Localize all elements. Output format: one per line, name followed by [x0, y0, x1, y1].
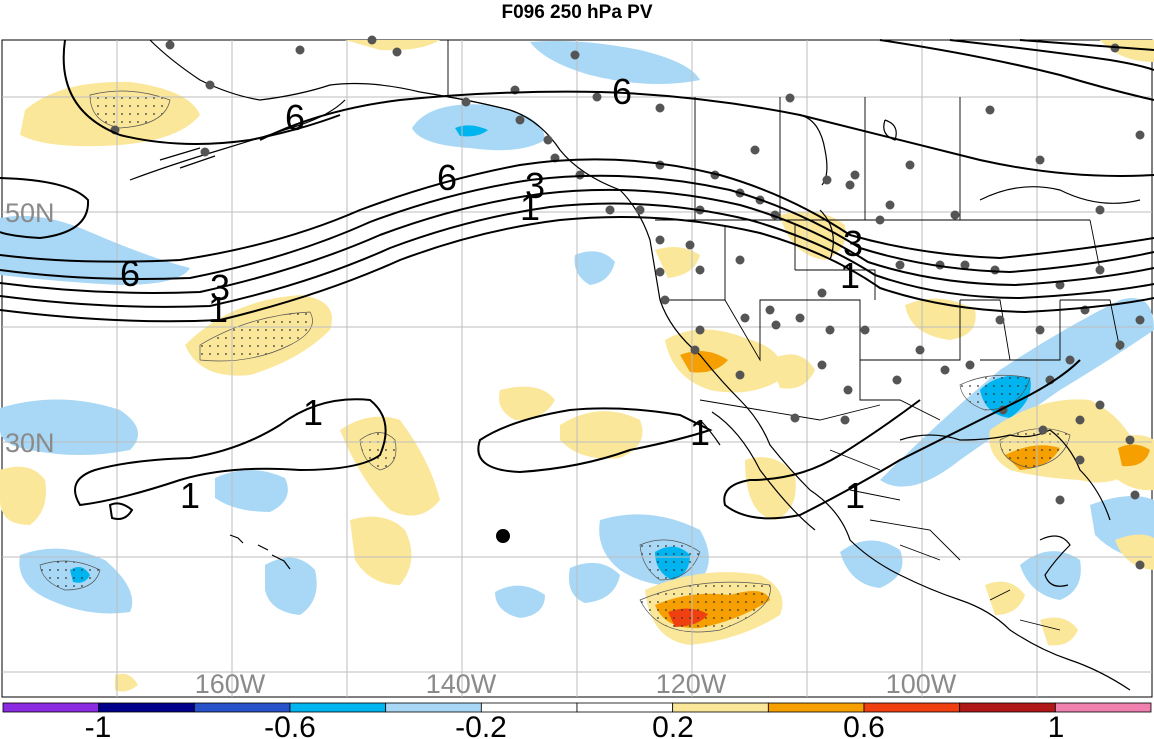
pv-negative-area — [574, 251, 615, 285]
contour-label: 1 — [520, 187, 540, 228]
contour-label: 1 — [690, 412, 710, 453]
lat-label-50n: 50N — [5, 198, 55, 228]
pv-positive-area — [499, 386, 555, 420]
contour-label: 3 — [210, 267, 230, 308]
pv-positive-area — [905, 298, 976, 340]
lat-label-30n: 30N — [5, 428, 55, 458]
pv-negative-area — [495, 585, 545, 618]
colorbar-tick-label: 0.2 — [652, 711, 694, 739]
pv-positive-area — [770, 354, 815, 389]
lat-lon-grid — [2, 40, 1152, 697]
contour-label: 1 — [845, 475, 865, 516]
contour-label: 6 — [120, 253, 140, 294]
contour-label: 3 — [843, 223, 863, 264]
pv-negative-area — [1020, 551, 1081, 600]
pv-positive-area — [0, 466, 46, 525]
pv-negative-core — [455, 125, 488, 137]
contour-label: 6 — [285, 97, 305, 138]
pv-positive-area — [115, 673, 138, 692]
map-title: F096 250 hPa PV — [501, 2, 653, 23]
colorbar-tick-label: 0.6 — [843, 711, 885, 739]
colorbar-tick-label: 1 — [1048, 711, 1065, 739]
pv-positive-core — [1118, 444, 1150, 467]
pv-positive-area — [1040, 617, 1078, 646]
lon-label-120w: 120W — [656, 669, 727, 699]
storm-center-marker — [496, 529, 510, 543]
pv-contours — [0, 39, 1154, 520]
lon-label-100w: 100W — [886, 669, 957, 699]
colorbar-tick-label: -1 — [85, 711, 112, 739]
colorbar-bin — [1054, 702, 1152, 713]
political-borders — [447, 40, 1121, 631]
pv-positive-area — [745, 457, 796, 520]
pv-negative-area — [569, 562, 620, 603]
colorbar-ticks: -1 -0.6 -0.2 0.2 0.6 1 — [85, 711, 1065, 739]
pv-positive-area — [350, 516, 412, 585]
contour-label: 1 — [840, 255, 860, 296]
pv-negative-area — [265, 557, 317, 615]
contour-label: 1 — [180, 475, 200, 516]
pv-negative-area — [840, 540, 903, 588]
colorbar-tick-label: -0.2 — [455, 711, 507, 739]
contour-label: 3 — [525, 165, 545, 206]
lon-label-140w: 140W — [426, 669, 497, 699]
contour-labels: 6 6 6 6 3 3 3 1 1 1 1 1 1 1 — [120, 71, 865, 516]
colorbar-bin — [98, 702, 195, 713]
colorbar-bin — [959, 702, 1056, 713]
pv-negative-area — [215, 470, 288, 512]
lon-label-160w: 160W — [195, 669, 266, 699]
pv-shading — [0, 40, 1154, 692]
pv-negative-area — [0, 399, 138, 455]
pv-positive-area — [560, 411, 643, 459]
pv-positive-area — [655, 246, 700, 278]
colorbar — [2, 702, 1152, 713]
contour-label: 6 — [437, 157, 457, 198]
contour-label: 6 — [612, 71, 632, 112]
pv-positive-area — [985, 581, 1025, 615]
contour-label: 1 — [303, 392, 323, 433]
pv-positive-area — [1115, 534, 1154, 570]
contour-label: 1 — [208, 289, 228, 330]
colorbar-tick-label: -0.6 — [264, 711, 316, 739]
pv-negative-area — [0, 215, 190, 285]
